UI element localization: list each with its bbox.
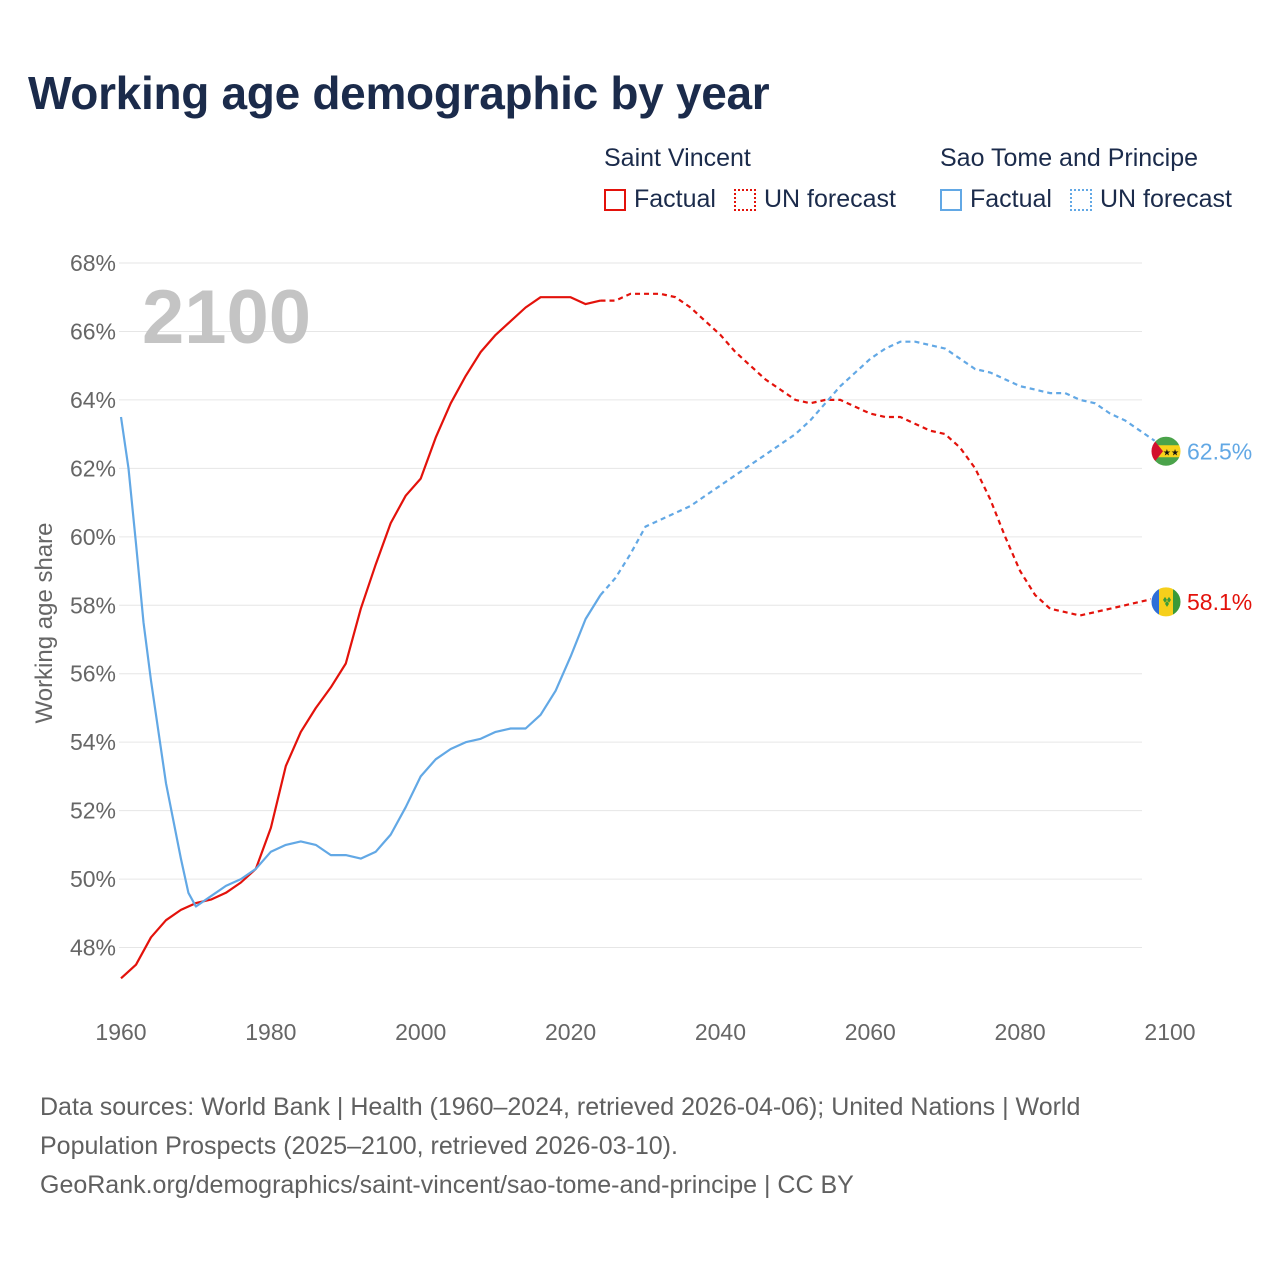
y-tick-label: 58% (70, 592, 116, 618)
legend-group-title: Sao Tome and Principe (940, 144, 1199, 172)
end-value-label-saint-vincent: 58.1% (1187, 589, 1252, 615)
flag-sao-tome-and-principe-icon: ★★ (1150, 435, 1182, 467)
x-tick-label: 1980 (245, 1019, 296, 1045)
x-tick-label: 2060 (845, 1019, 896, 1045)
x-tick-label: 2040 (695, 1019, 746, 1045)
x-tick-label: 2020 (545, 1019, 596, 1045)
footer-credit-link[interactable]: GeoRank.org/demographics/saint-vincent/s… (40, 1171, 854, 1199)
legend-saint-vincent-forecast[interactable]: UN forecast (733, 185, 896, 214)
legend-group-title: Saint Vincent (604, 144, 751, 172)
legend-swatch-solid (604, 188, 626, 211)
y-tick-label: 62% (70, 455, 116, 481)
legend-label: UN forecast (1099, 185, 1232, 213)
series-line-saint-vincent-factual (120, 296, 601, 980)
line-chart: 2100 Working age share 48% 50% 52% 54% 56% 58… (31, 250, 1252, 1045)
y-tick-label: 56% (70, 661, 116, 687)
x-tick-label: 1960 (95, 1019, 146, 1045)
footer: Data sources: World Bank | Health (1960–… (40, 1088, 1240, 1205)
series-line-saint-vincent-forecast (600, 292, 1171, 617)
x-tick-label: 2000 (395, 1019, 446, 1045)
legend-sao-tome-forecast[interactable]: UN forecast (1069, 185, 1232, 214)
series-line-sao-tome-and-principe-factual (119, 416, 602, 908)
legend-group-sao-tome: Sao Tome and Principe Factual UN forecas… (940, 144, 1250, 214)
y-tick-label: 60% (70, 524, 116, 550)
y-tick-label: 50% (70, 866, 116, 892)
x-tick-label: 2100 (1144, 1019, 1195, 1045)
end-value-label-sao-tome-and-principe: 62.5% (1187, 438, 1252, 464)
year-watermark: 2100 (142, 275, 311, 360)
y-tick-label: 68% (70, 250, 116, 276)
series-line-sao-tome-and-principe-forecast (599, 340, 1171, 596)
flag-saint-vincent-icon (1150, 586, 1182, 618)
legend-swatch-dotted (733, 188, 756, 211)
legend-saint-vincent-factual[interactable]: Factual (604, 185, 716, 214)
legend-label: UN forecast (763, 185, 896, 213)
y-tick-label: 54% (70, 729, 116, 755)
legend-label: Factual (634, 185, 716, 213)
footer-sources-line1: Data sources: World Bank | Health (1960–… (40, 1093, 1081, 1121)
legend-swatch-dotted (1069, 188, 1092, 211)
y-tick-label: 64% (70, 387, 116, 413)
y-axis-label: Working age share (31, 523, 58, 724)
legend-swatch-solid (940, 188, 962, 211)
y-tick-label: 52% (70, 798, 116, 824)
y-tick-label: 48% (70, 935, 116, 961)
x-tick-label: 2080 (995, 1019, 1046, 1045)
chart-title: Working age demographic by year (28, 67, 770, 119)
legend-group-saint-vincent: Saint Vincent Factual UN forecast (604, 144, 914, 214)
footer-sources-line2: Population Prospects (2025–2100, retriev… (40, 1132, 678, 1160)
y-tick-label: 66% (70, 318, 116, 344)
svg-text:★★: ★★ (1163, 448, 1179, 458)
legend-label: Factual (970, 185, 1052, 213)
legend-sao-tome-factual[interactable]: Factual (940, 185, 1052, 214)
